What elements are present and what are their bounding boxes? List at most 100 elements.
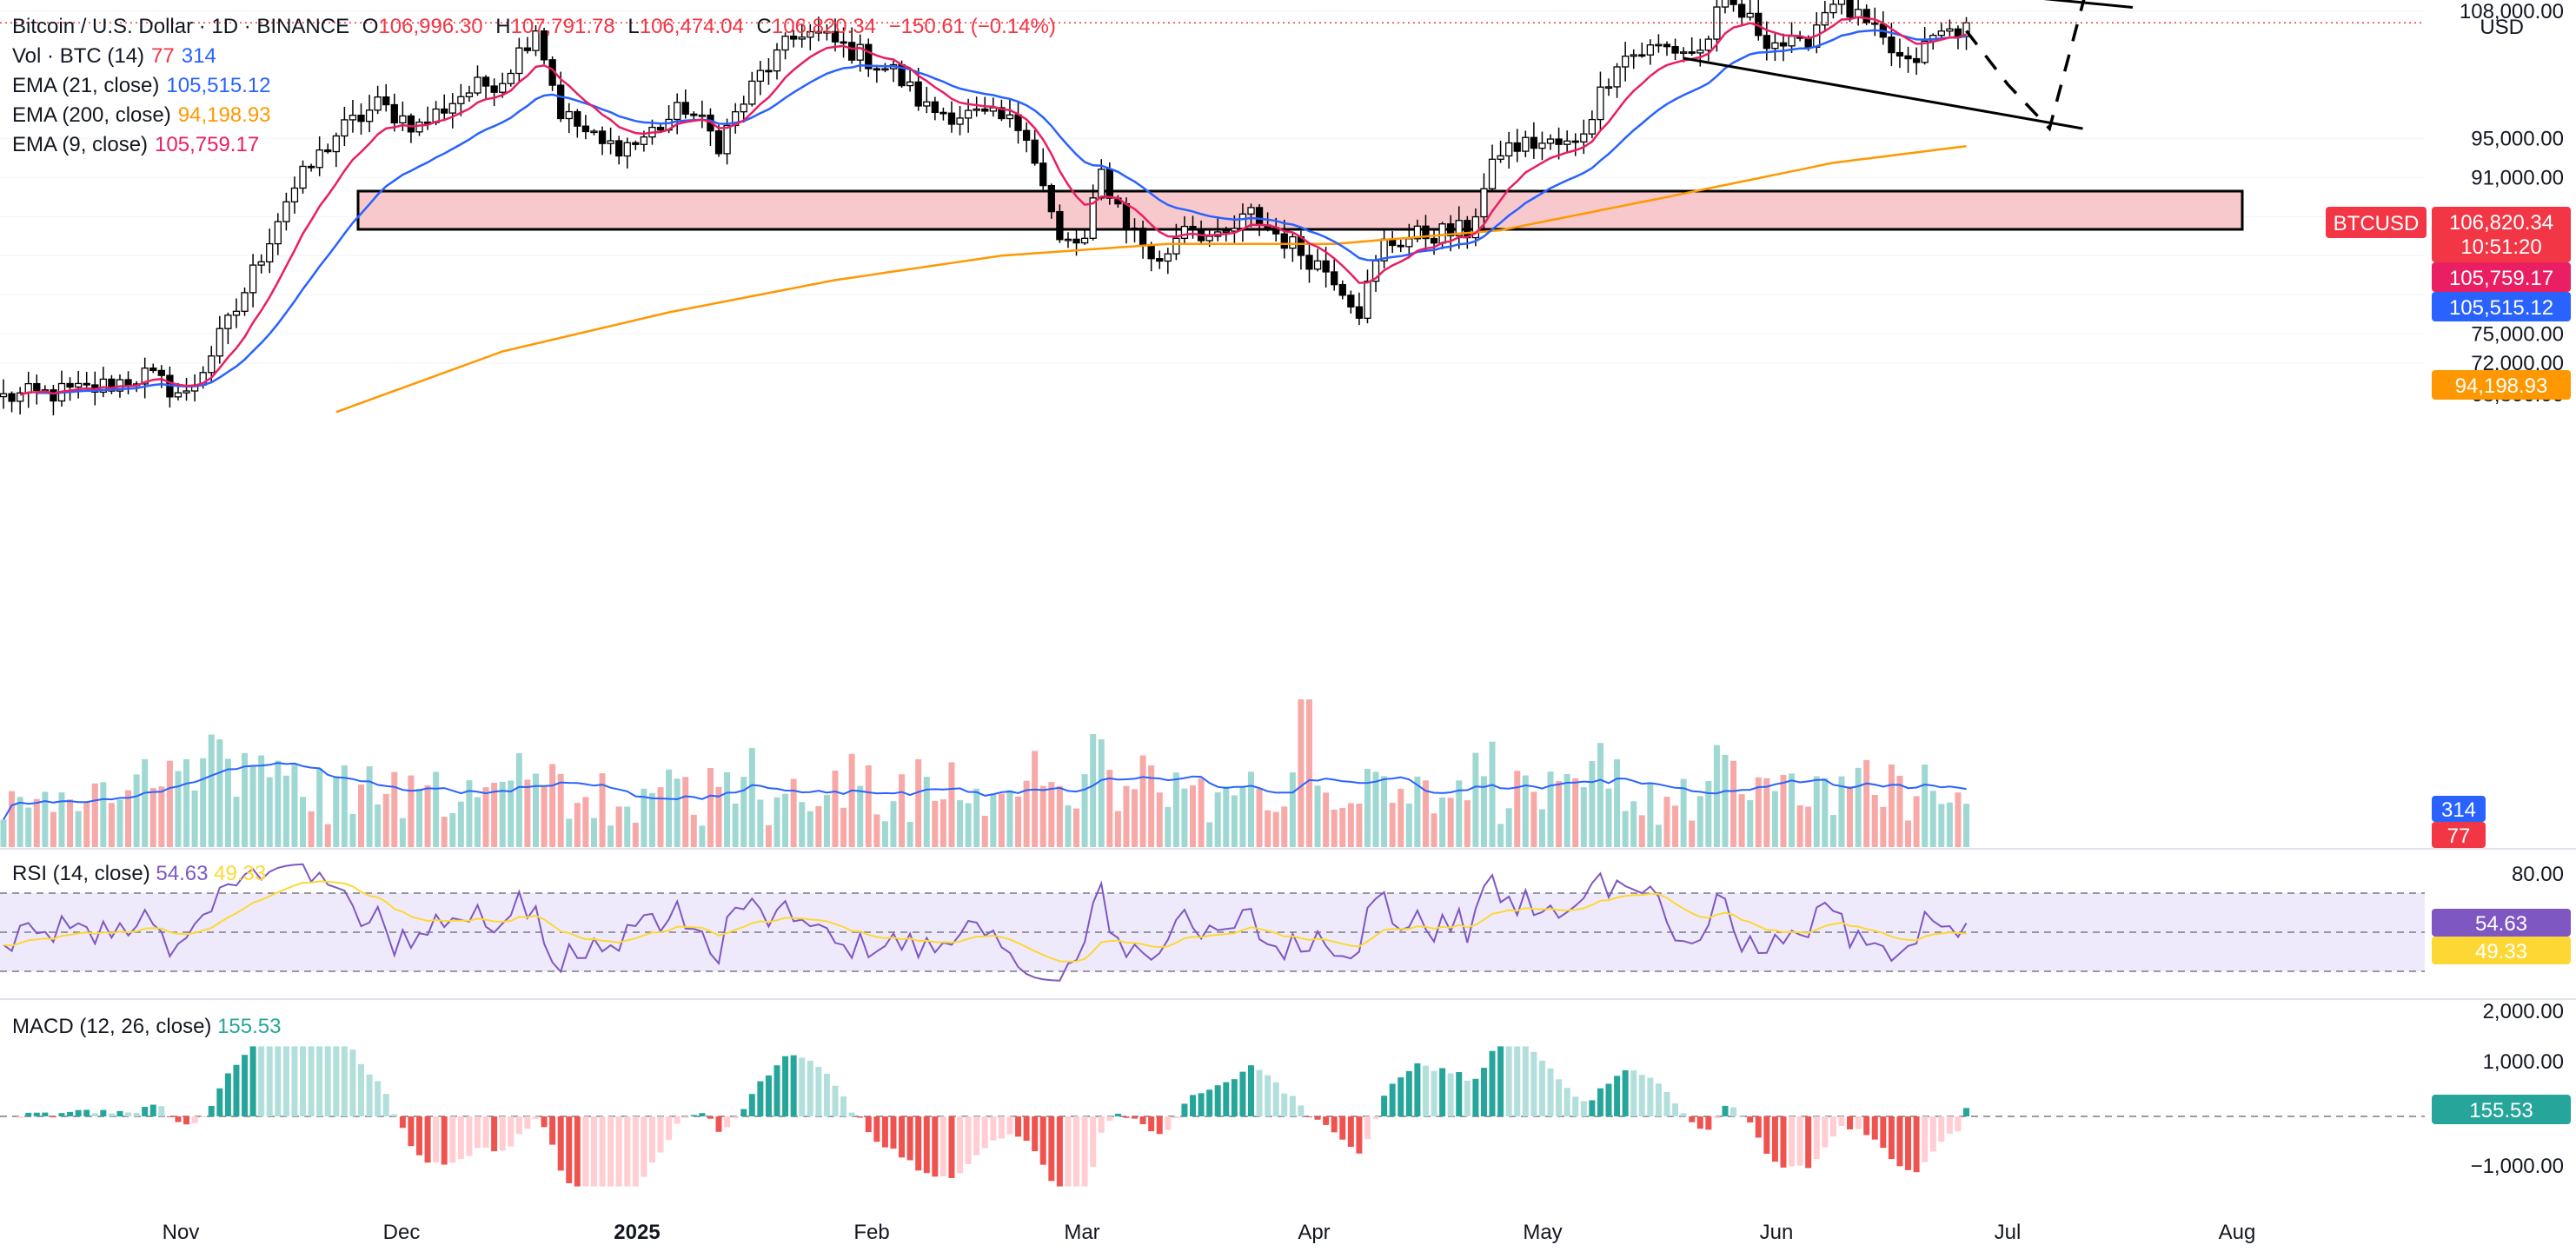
macd-histogram-bar <box>1922 1116 1929 1162</box>
rsi-ma-line <box>3 880 1967 963</box>
rsi-legend[interactable]: RSI (14, close) 54.63 49.33 <box>12 862 266 886</box>
volume-bar <box>674 778 681 847</box>
close-label: C <box>756 15 772 38</box>
rsi-tick-label: 80.00 <box>2512 863 2564 886</box>
volume-bar <box>1464 800 1471 847</box>
macd-histogram-bar <box>1955 1116 1962 1132</box>
ema9-legend[interactable]: EMA (9, close) 105,759.17 <box>12 130 266 160</box>
macd-histogram-bar <box>1265 1075 1271 1116</box>
macd-histogram-bar <box>308 1046 315 1116</box>
volume-bar <box>1456 780 1463 847</box>
rsi-line <box>3 863 1968 982</box>
volume-bar <box>249 765 256 847</box>
candle-body <box>1630 54 1637 57</box>
candle-body <box>141 367 149 385</box>
volume-bar <box>1181 788 1188 847</box>
volume-bar <box>757 799 764 847</box>
macd-histogram-bar <box>1522 1046 1529 1116</box>
ema21-legend[interactable]: EMA (21, close) 105,515.12 <box>12 71 278 101</box>
macd-histogram-bar <box>1190 1095 1197 1116</box>
macd-histogram-bar <box>416 1116 422 1155</box>
candle-body <box>290 187 299 202</box>
volume-bar <box>200 758 207 847</box>
macd-histogram-bar <box>1165 1116 1172 1130</box>
volume-legend[interactable]: Vol · BTC (14) 77 314 <box>12 42 223 71</box>
volume-bar <box>765 824 772 847</box>
volume-bar <box>1431 813 1437 847</box>
candle-body <box>914 81 922 107</box>
macd-histogram-bar <box>1847 1116 1854 1129</box>
candle-body <box>1688 51 1696 54</box>
macd-histogram-bar <box>1305 1116 1312 1117</box>
macd-histogram-bar <box>648 1116 655 1163</box>
macd-legend[interactable]: MACD (12, 26, close) 155.53 <box>12 1015 281 1039</box>
candle-body <box>1821 11 1829 26</box>
candle-body <box>1139 228 1147 246</box>
volume-bar <box>1863 759 1870 847</box>
candle-body <box>257 261 265 266</box>
candle-body <box>174 392 183 398</box>
volume-bar <box>1323 792 1330 847</box>
volume-bar <box>1281 806 1288 847</box>
volume-bar <box>1106 770 1113 847</box>
volume-bar <box>848 753 855 847</box>
macd-histogram-bar <box>25 1112 32 1116</box>
candle-body <box>906 81 914 87</box>
candle-body <box>615 140 623 157</box>
volume-bar <box>1048 782 1055 847</box>
candle-body <box>1331 271 1338 286</box>
candle-body <box>1555 138 1563 145</box>
candle-body <box>341 119 349 137</box>
ema200-legend[interactable]: EMA (200, close) 94,198.93 <box>12 101 278 130</box>
macd-histogram-bar <box>607 1116 614 1187</box>
macd-histogram-bar <box>799 1057 806 1116</box>
macd-histogram-bar <box>699 1113 706 1116</box>
macd-histogram-bar <box>590 1116 597 1187</box>
macd-histogram-bar <box>341 1046 348 1116</box>
volume-bar <box>1838 776 1845 847</box>
macd-histogram-bar <box>1281 1093 1288 1116</box>
macd-histogram-bar <box>1389 1083 1396 1116</box>
candle-body <box>515 47 523 75</box>
ema9-line <box>19 16 1967 396</box>
macd-histogram-bar <box>981 1116 988 1149</box>
volume-bar <box>58 792 65 847</box>
macd-histogram-bar <box>358 1063 365 1116</box>
candle-body <box>1455 220 1463 237</box>
currency-label[interactable]: USD <box>2480 16 2524 39</box>
macd-histogram-bar <box>1647 1077 1654 1116</box>
volume-bar <box>1888 764 1895 847</box>
volume-bar <box>1663 797 1670 847</box>
candle-body <box>1638 54 1646 57</box>
macd-histogram-bar <box>508 1116 515 1147</box>
candle-body <box>964 109 973 119</box>
volume-bar <box>1073 808 1080 847</box>
volume-bar <box>648 792 655 847</box>
volume-bar <box>641 788 647 847</box>
macd-histogram-bar <box>1738 1116 1745 1117</box>
candle-body <box>1397 244 1404 248</box>
volume-bar <box>457 801 464 847</box>
ema9-label: EMA (9, close) <box>12 133 149 156</box>
macd-histogram-bar <box>1239 1071 1246 1116</box>
ema9-badge-bg <box>2432 262 2571 292</box>
macd-histogram-bar <box>1398 1077 1404 1116</box>
macd-histogram-bar <box>224 1073 231 1116</box>
macd-histogram-bar <box>890 1116 897 1149</box>
candle-body <box>1238 213 1247 229</box>
macd-histogram-bar <box>1822 1116 1829 1148</box>
volume-bar <box>939 799 946 847</box>
candle-body <box>1422 225 1430 240</box>
volume-bar <box>1530 791 1537 847</box>
candle-body <box>1604 86 1613 89</box>
candle-body <box>357 114 365 122</box>
macd-histogram-bar <box>291 1046 298 1116</box>
macd-histogram-bar <box>666 1116 673 1140</box>
macd-histogram-bar <box>1763 1116 1770 1155</box>
candle-body <box>1313 260 1322 270</box>
macd-histogram-bar <box>1023 1116 1030 1142</box>
candle-body <box>441 108 448 114</box>
symbol-title: Bitcoin / U.S. Dollar · 1D · BINANCE <box>12 15 350 38</box>
volume-ma-line <box>3 762 1967 820</box>
